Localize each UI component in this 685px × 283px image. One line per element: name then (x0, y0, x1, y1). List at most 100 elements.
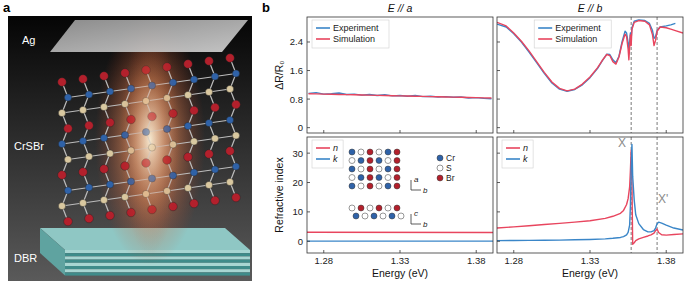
axis-arrow (411, 224, 421, 225)
chart: 1.281.331.380102030Energy (eV)Refractive… (273, 137, 493, 279)
y-tick (307, 153, 310, 154)
x-tick (513, 130, 514, 133)
atom (205, 57, 214, 66)
atom (226, 147, 235, 156)
atom (211, 135, 218, 142)
legend-box (312, 20, 389, 48)
chart: 1.281.331.38Energy (eV)nkXX' (497, 136, 683, 279)
light-beam (120, 25, 180, 255)
atom (85, 184, 92, 191)
legend: ExperimentSimulation (534, 20, 611, 48)
legend-swatch (316, 38, 330, 40)
legend: nk (312, 140, 343, 168)
frame (497, 17, 683, 133)
legend: ExperimentSimulation (312, 20, 389, 48)
atom (358, 158, 364, 164)
y-label: ΔR/R₀ (273, 60, 285, 89)
atom (367, 205, 373, 211)
plot-area (307, 232, 493, 241)
axis-arrow (411, 214, 412, 224)
atom (385, 183, 391, 189)
axis-arrow (411, 180, 412, 190)
y-tick-label: 0 (298, 122, 303, 133)
atom (394, 166, 400, 172)
atom (79, 75, 88, 84)
atom (58, 171, 67, 180)
atom (79, 168, 88, 177)
atom (100, 72, 109, 81)
y-tick-label: 0.8 (290, 94, 303, 105)
atom (106, 211, 115, 220)
y-tick (307, 127, 310, 128)
atom (79, 199, 86, 206)
atom (190, 169, 197, 176)
y-tick-label: 0 (298, 236, 303, 247)
atom (100, 134, 107, 141)
atom (226, 116, 233, 123)
y-tick-label: 2.4 (290, 36, 303, 47)
x-tick (666, 250, 667, 253)
y-tick (307, 99, 310, 100)
legend-box (312, 140, 343, 168)
backdrop (8, 16, 252, 281)
title: E // a (388, 2, 413, 14)
atom (358, 205, 364, 211)
label: Ag (22, 34, 35, 46)
axis-label: b (423, 220, 428, 229)
atom (385, 175, 391, 181)
atom (211, 73, 218, 80)
atom (79, 137, 86, 144)
atom (394, 205, 400, 211)
x-label: Energy (eV) (562, 267, 618, 279)
x-tick-label: 1.33 (391, 255, 410, 266)
x-tick (590, 250, 591, 253)
atom (58, 140, 65, 147)
atom (349, 183, 355, 189)
atom (184, 184, 191, 191)
atom (362, 213, 368, 219)
legend-swatch (316, 158, 330, 160)
x-tick (476, 130, 477, 133)
legend-label: Experiment (333, 23, 379, 33)
atom (232, 193, 241, 202)
label: DBR (14, 252, 37, 264)
legend: nk (502, 140, 533, 168)
axis-label: b (423, 186, 428, 195)
atom (64, 156, 71, 163)
chart: 0 0.8 1.6 2.4 E // a ΔR/R₀ ExperimentSimulatio… (273, 2, 493, 133)
atom (232, 100, 241, 109)
atom (232, 70, 239, 77)
species-label: S (446, 163, 452, 173)
y-tick-label: 30 (292, 148, 303, 159)
legend-label: Experiment (555, 23, 601, 33)
panel-label: b (262, 0, 270, 15)
y-tick-label: 1.6 (290, 65, 303, 76)
legend-label: Simulation (333, 34, 375, 44)
atom (106, 181, 113, 188)
frame (307, 137, 493, 253)
atom (106, 118, 115, 127)
x-tick-label: 1.28 (505, 255, 524, 266)
y-tick (307, 211, 310, 212)
legend-label: k (333, 154, 338, 164)
legend-label: n (523, 143, 528, 153)
atom (211, 196, 220, 205)
atom (106, 88, 113, 95)
figure: abAgCrSBrDBR00.81.62.4E // aΔR/R₀Experim… (0, 0, 685, 283)
x-tick-label: 1.33 (581, 255, 600, 266)
atom (58, 78, 67, 87)
atom (64, 217, 73, 226)
y-tick (307, 182, 310, 183)
atom (371, 213, 377, 219)
atom (385, 158, 391, 164)
atom (380, 213, 386, 219)
atom (184, 91, 191, 98)
dbr-layer (65, 272, 250, 275)
atom (205, 88, 212, 95)
legend-swatch (506, 147, 520, 149)
atom (205, 150, 214, 159)
atom (184, 60, 193, 69)
atom (349, 175, 355, 181)
legend-box (502, 140, 533, 168)
atom (367, 158, 373, 164)
